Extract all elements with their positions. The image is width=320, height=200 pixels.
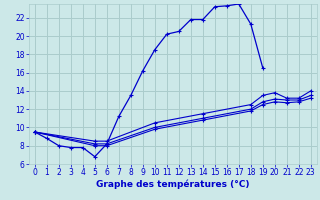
X-axis label: Graphe des températures (°C): Graphe des températures (°C) — [96, 180, 250, 189]
